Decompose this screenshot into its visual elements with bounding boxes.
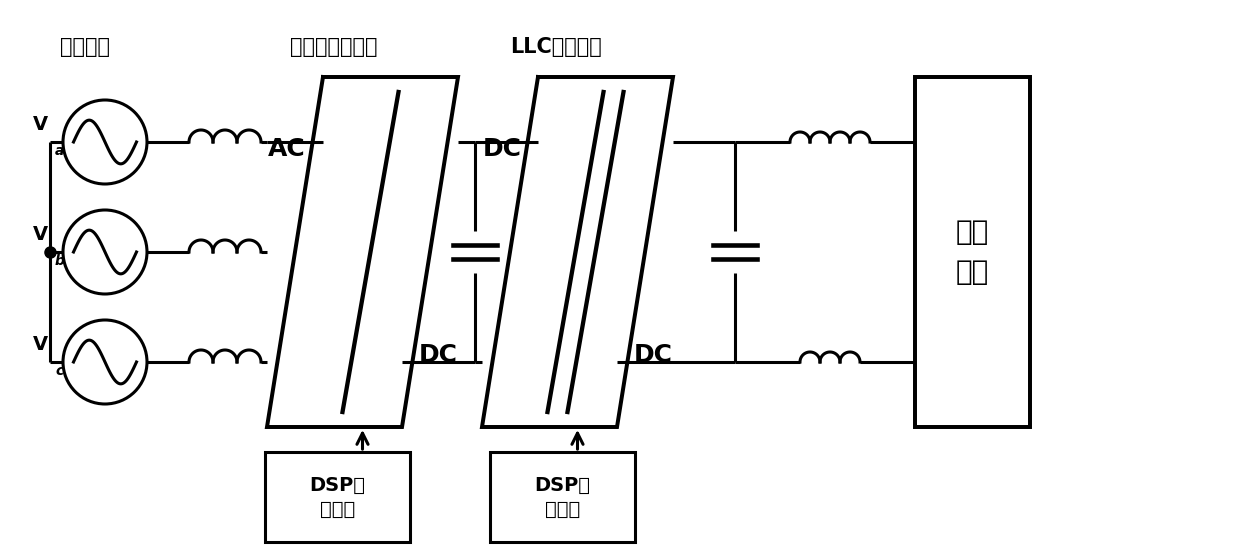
Text: b: b (55, 254, 64, 268)
Text: 制芯片: 制芯片 (320, 500, 355, 519)
Text: AC: AC (268, 138, 306, 162)
Text: c: c (55, 364, 63, 378)
Text: V: V (33, 225, 48, 244)
Bar (490, 452, 635, 542)
Bar (265, 452, 410, 542)
Text: DC: DC (482, 138, 522, 162)
Text: V: V (33, 335, 48, 354)
Text: DSP控: DSP控 (534, 476, 590, 495)
Polygon shape (267, 77, 458, 427)
Text: 输出: 输出 (956, 258, 990, 286)
Text: 直流: 直流 (956, 218, 990, 246)
Circle shape (63, 320, 148, 404)
Circle shape (63, 210, 148, 294)
Text: DC: DC (634, 343, 672, 367)
Text: DSP控: DSP控 (310, 476, 366, 495)
Text: 交流输入: 交流输入 (60, 37, 110, 57)
Polygon shape (482, 77, 673, 427)
Bar (915, 77, 1030, 427)
Text: V: V (33, 115, 48, 134)
Text: DC: DC (419, 343, 458, 367)
Text: 三相维也纳整流: 三相维也纳整流 (290, 37, 377, 57)
Text: LLC谐振电路: LLC谐振电路 (510, 37, 601, 57)
Circle shape (63, 100, 148, 184)
Text: 制芯片: 制芯片 (544, 500, 580, 519)
Text: a: a (55, 144, 64, 158)
